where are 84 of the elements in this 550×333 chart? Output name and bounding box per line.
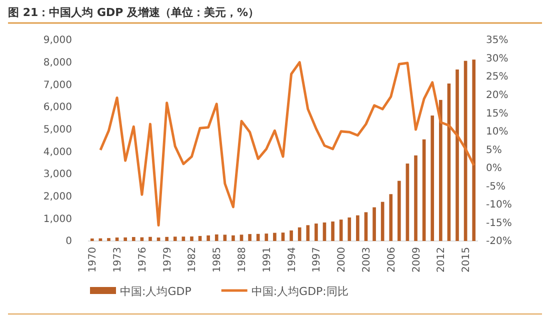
bar: [472, 60, 476, 241]
bar: [348, 217, 352, 241]
y-tick-label: 2,000: [43, 192, 72, 203]
bar: [148, 236, 152, 241]
bar: [173, 236, 177, 241]
x-tick-label: 1979: [162, 247, 174, 272]
bar: [281, 232, 285, 241]
y2-tick-label: 0%: [486, 163, 502, 174]
y2-tick-label: 15%: [486, 108, 508, 120]
bar: [248, 234, 252, 241]
legend-label: 中国:人均GDP:同比: [251, 285, 348, 298]
bar: [389, 194, 393, 241]
bar: [165, 236, 168, 241]
bar: [380, 202, 384, 241]
y2-tick-label: 35%: [486, 35, 508, 46]
x-tick-label: 1982: [187, 247, 198, 272]
y2-tick-label: -10%: [486, 200, 512, 211]
y-tick-label: 9,000: [43, 35, 72, 46]
y2-tick-label: 10%: [486, 126, 508, 138]
bar: [232, 235, 235, 241]
bar: [322, 222, 326, 241]
y-tick-label: 7,000: [43, 80, 72, 91]
bar: [115, 238, 119, 241]
bar: [439, 100, 442, 241]
bar: [214, 234, 218, 241]
x-tick-label: 2009: [411, 247, 422, 272]
bar: [456, 70, 459, 241]
x-tick-label: 1994: [286, 247, 298, 272]
y-tick-label: 0: [66, 236, 72, 248]
bar: [156, 238, 160, 241]
bar: [306, 225, 310, 241]
x-tick-label: 1997: [312, 247, 323, 272]
x-tick-label: 1985: [212, 247, 224, 272]
x-tick-label: 1988: [237, 247, 248, 272]
y-tick-label: 6,000: [43, 102, 72, 114]
bar: [132, 237, 136, 241]
y2-tick-label: 25%: [486, 72, 508, 83]
y-tick-label: 8,000: [43, 58, 72, 69]
bar: [414, 155, 418, 241]
line-series: [99, 61, 476, 227]
bar: [356, 215, 360, 241]
bar: [372, 207, 376, 241]
chart-title: 图 21：中国人均 GDP 及增速（单位：美元，%）: [8, 6, 260, 19]
x-tick-label: 1973: [112, 247, 124, 272]
bar: [331, 222, 334, 241]
bar: [190, 236, 194, 241]
bar: [264, 234, 268, 241]
bar: [240, 234, 244, 241]
y-tick-label: 5,000: [43, 124, 72, 136]
bar: [107, 238, 110, 241]
bar: [398, 180, 401, 241]
bar: [290, 230, 293, 241]
y2-tick-label: -15%: [486, 218, 512, 229]
bar: [124, 237, 127, 241]
y2-tick-label: 20%: [486, 90, 508, 102]
x-tick-label: 1991: [262, 247, 273, 272]
y2-tick-label: 30%: [486, 53, 508, 64]
bar: [364, 212, 368, 241]
x-tick-label: 1970: [88, 247, 99, 272]
bar: [422, 139, 426, 241]
y2-tick-label: -20%: [486, 236, 512, 248]
y-tick-label: 1,000: [43, 214, 72, 225]
x-tick-label: 2003: [361, 247, 372, 272]
x-tick-label: 2006: [386, 247, 398, 272]
bar: [339, 220, 343, 241]
bar: [430, 116, 434, 241]
x-tick-label: 2000: [336, 247, 348, 272]
x-tick-label: 1976: [137, 247, 148, 272]
bar: [256, 234, 260, 241]
y-tick-label: 3,000: [43, 169, 72, 180]
y2-tick-label: -5%: [486, 181, 506, 192]
x-tick-label: 2012: [436, 247, 448, 272]
bar: [198, 236, 202, 241]
bar: [273, 232, 276, 241]
y-tick-label: 4,000: [43, 146, 72, 158]
bar: [223, 234, 227, 241]
y2-tick-label: 5%: [486, 144, 502, 156]
bar: [182, 236, 186, 241]
bar: [406, 164, 410, 241]
bar: [206, 235, 210, 241]
bar: [298, 227, 302, 241]
legend-label: 中国:人均GDP: [120, 285, 192, 298]
x-tick-label: 2015: [461, 247, 472, 272]
bar: [314, 224, 318, 241]
